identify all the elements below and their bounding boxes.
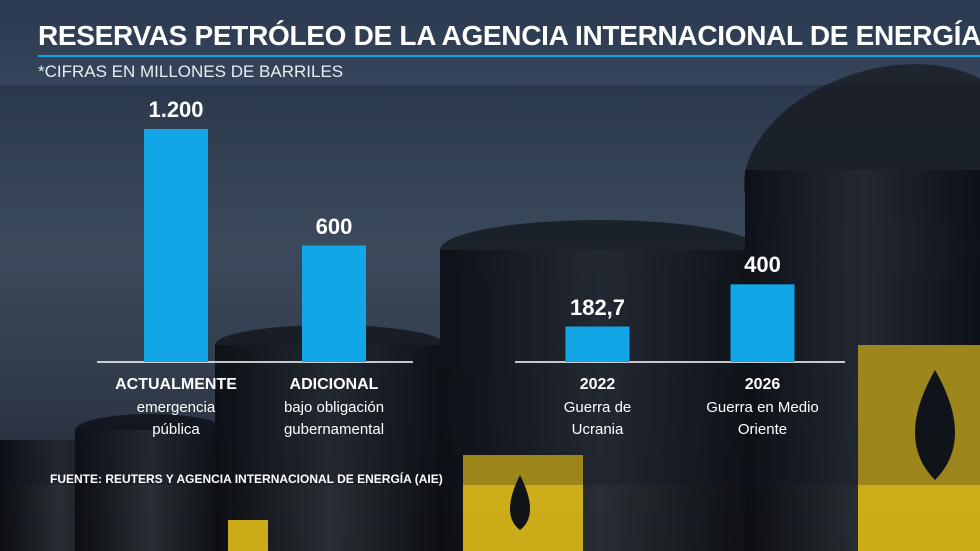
category-label: 2026 [744, 376, 781, 393]
bar [302, 245, 366, 362]
bar [730, 284, 795, 362]
category-note: Guerra de Ucrania [563, 399, 632, 438]
category-note: Guerra en Medio Oriente [706, 399, 819, 438]
category-label: ADICIONAL [289, 376, 379, 393]
value-label: 600 [315, 213, 353, 239]
value-label: 182,7 [569, 294, 626, 320]
value-label: 400 [744, 252, 781, 278]
category-label: ACTUALMENTE [115, 376, 237, 393]
subtitle: *CIFRAS EN MILLONES DE BARRILES [38, 62, 344, 81]
category-note: emergencia pública [136, 399, 216, 438]
title: RESERVAS PETRÓLEO DE LA AGENCIA INTERNAC… [38, 20, 980, 51]
category-note: bajo obligación gubernamental [283, 399, 385, 438]
category-label: 2022 [579, 376, 616, 393]
value-label: 1.200 [148, 97, 204, 122]
bar [565, 326, 630, 362]
bar [144, 129, 208, 362]
source: FUENTE: REUTERS Y AGENCIA INTERNACIONAL … [50, 472, 443, 486]
